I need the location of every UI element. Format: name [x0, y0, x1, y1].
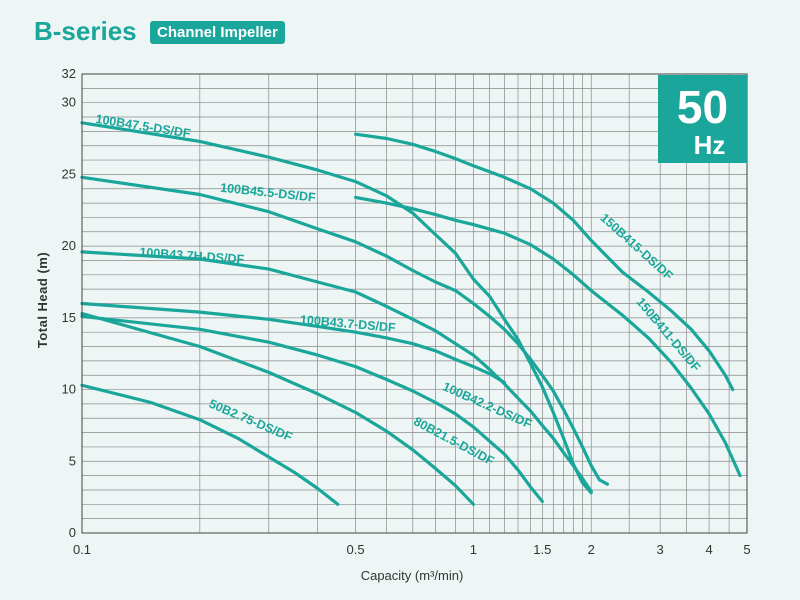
y-axis-title: Total Head (m)	[35, 252, 50, 348]
y-tick-label: 5	[69, 453, 76, 468]
frequency-badge: 50 Hz	[658, 75, 747, 163]
curve-150B411-DS/DF	[354, 195, 742, 478]
x-tick-label: 1	[470, 542, 477, 557]
curve-50B2.75-DS/DF	[80, 383, 340, 506]
curve-150B415-DS/DF	[354, 132, 735, 392]
chart-title: B-series	[34, 16, 137, 46]
y-tick-label: 0	[69, 525, 76, 540]
y-tick-label: 30	[62, 95, 76, 110]
curve-label-100B43.7H-DS/DF: 100B43.7H-DS/DF	[139, 245, 245, 266]
curve-100B45.5-DS/DF	[80, 175, 609, 486]
x-axis-title: Capacity (m³/min)	[361, 568, 464, 583]
curve-100B43.7H-DS/DF	[80, 250, 593, 493]
curve-100B43.7-DS/DF	[80, 301, 506, 384]
curve-100B42.2-DS/DF	[80, 314, 544, 503]
curve-label-100B45.5-DS/DF: 100B45.5-DS/DF	[220, 181, 317, 205]
frequency-unit: Hz	[693, 130, 726, 160]
curve-label-100B47.5-DS/DF: 100B47.5-DS/DF	[95, 112, 192, 141]
x-tick-label: 0.5	[347, 542, 365, 557]
y-tick-label: 25	[62, 166, 76, 181]
frequency-value: 50	[676, 81, 729, 133]
grid	[81, 73, 748, 534]
y-tick-label: 10	[62, 382, 76, 397]
x-tick-label: 1.5	[533, 542, 551, 557]
curve-label-100B42.2-DS/DF: 100B42.2-DS/DF	[441, 380, 535, 432]
y-tick-label: 20	[62, 238, 76, 253]
curve-80B21.5-DS/DF	[80, 311, 475, 506]
x-tick-label: 2	[588, 542, 595, 557]
curve-100B47.5-DS/DF	[80, 121, 593, 495]
curve-label-150B415-DS/DF: 150B415-DS/DF	[598, 211, 676, 283]
performance-curves	[80, 121, 742, 506]
y-tick-label: 32	[62, 66, 76, 81]
y-tick-label: 15	[62, 310, 76, 325]
plot-frame	[81, 73, 748, 534]
x-tick-label: 5	[743, 542, 750, 557]
x-tick-label: 4	[705, 542, 712, 557]
x-tick-label: 0.1	[73, 542, 91, 557]
impeller-type-badge: Channel Impeller	[150, 21, 285, 44]
x-tick-label: 3	[657, 542, 664, 557]
